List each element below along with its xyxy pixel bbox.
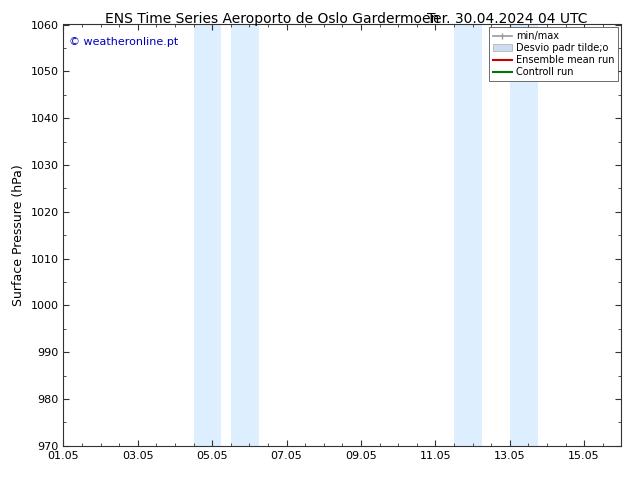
Bar bbox=[454, 24, 482, 446]
Text: Ter. 30.04.2024 04 UTC: Ter. 30.04.2024 04 UTC bbox=[427, 12, 588, 26]
Bar bbox=[231, 24, 259, 446]
Text: © weatheronline.pt: © weatheronline.pt bbox=[69, 37, 178, 47]
Bar bbox=[510, 24, 538, 446]
Legend: min/max, Desvio padr tilde;o, Ensemble mean run, Controll run: min/max, Desvio padr tilde;o, Ensemble m… bbox=[489, 27, 618, 81]
Text: ENS Time Series Aeroporto de Oslo Gardermoen: ENS Time Series Aeroporto de Oslo Garder… bbox=[105, 12, 440, 26]
Y-axis label: Surface Pressure (hPa): Surface Pressure (hPa) bbox=[12, 164, 25, 306]
Bar bbox=[193, 24, 221, 446]
